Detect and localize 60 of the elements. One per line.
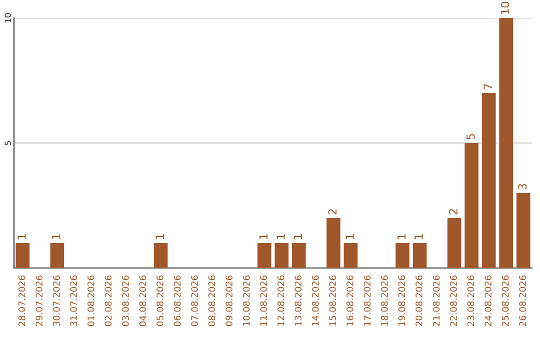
bar: [412, 243, 427, 268]
bar: [447, 218, 462, 268]
x-tick-label: 24.08.2026: [484, 276, 492, 326]
bar: [154, 243, 168, 268]
x-tick-label: 13.08.2026: [294, 276, 302, 326]
x-tick-label: 21.08.2026: [432, 276, 440, 326]
x-tick-label: 18.08.2026: [381, 276, 388, 326]
data-label: 1: [397, 234, 406, 239]
bar: [257, 243, 272, 268]
data-label: 1: [18, 234, 26, 239]
bar: [499, 18, 514, 268]
x-tick-label: 31.07.2026: [70, 276, 78, 326]
x-tick-label: 02.08.2026: [104, 276, 112, 326]
x-tick-label: 28.07.2026: [18, 276, 26, 326]
x-tick-label: 26.08.2026: [519, 276, 526, 326]
x-tick-label: 09.08.2026: [226, 276, 232, 326]
x-tick-label: 30.07.2026: [52, 276, 60, 326]
x-tick-label: 03.08.2026: [122, 276, 129, 326]
data-label: 1: [156, 234, 164, 239]
x-tick-label: 19.08.2026: [398, 276, 406, 326]
x-tick-label: 15.08.2026: [329, 276, 336, 326]
bar: [50, 243, 64, 268]
x-tick-label: 25.08.2026: [502, 276, 509, 326]
bar: [482, 93, 496, 268]
x-tick-label: 29.07.2026: [36, 276, 43, 326]
x-tick-label: 22.08.2026: [450, 276, 457, 326]
x-tick-label: 11.08.2026: [260, 276, 267, 326]
bar: [292, 243, 306, 268]
x-tick-label: 12.08.2026: [277, 276, 284, 326]
x-tick-label: 16.08.2026: [346, 276, 354, 326]
x-tick-label: 10.08.2026: [242, 276, 250, 326]
bar: [516, 193, 530, 268]
data-label: 10: [500, 2, 510, 14]
x-tick-label: 14.08.2026: [312, 276, 319, 326]
data-label: 1: [294, 234, 302, 239]
x-tick-label: 20.08.2026: [416, 276, 422, 326]
x-tick-label: 04.08.2026: [139, 276, 146, 326]
bar: [326, 218, 340, 268]
x-tick-label: 01.08.2026: [87, 276, 94, 326]
bar: [274, 243, 289, 268]
x-tick-label: 23.08.2026: [467, 276, 474, 326]
x-tick-label: 05.08.2026: [156, 276, 164, 326]
data-label: 1: [276, 234, 285, 239]
data-label: 7: [484, 84, 492, 90]
bar: [344, 243, 358, 268]
x-tick-label: 17.08.2026: [364, 276, 371, 326]
data-label: 2: [449, 209, 458, 214]
data-label: 2: [328, 209, 336, 214]
data-label: 5: [466, 134, 475, 140]
data-label: 3: [518, 184, 527, 190]
data-label: 1: [259, 234, 268, 239]
bar: [396, 243, 410, 268]
bar: [464, 143, 478, 268]
x-tick-label: 06.08.2026: [174, 276, 181, 326]
data-label: 1: [414, 234, 423, 239]
data-label: 1: [346, 234, 354, 239]
bar: [16, 243, 30, 268]
x-tick-label: 08.08.2026: [208, 276, 216, 326]
x-tick-label: 07.08.2026: [191, 276, 198, 326]
data-label: 1: [52, 234, 60, 239]
